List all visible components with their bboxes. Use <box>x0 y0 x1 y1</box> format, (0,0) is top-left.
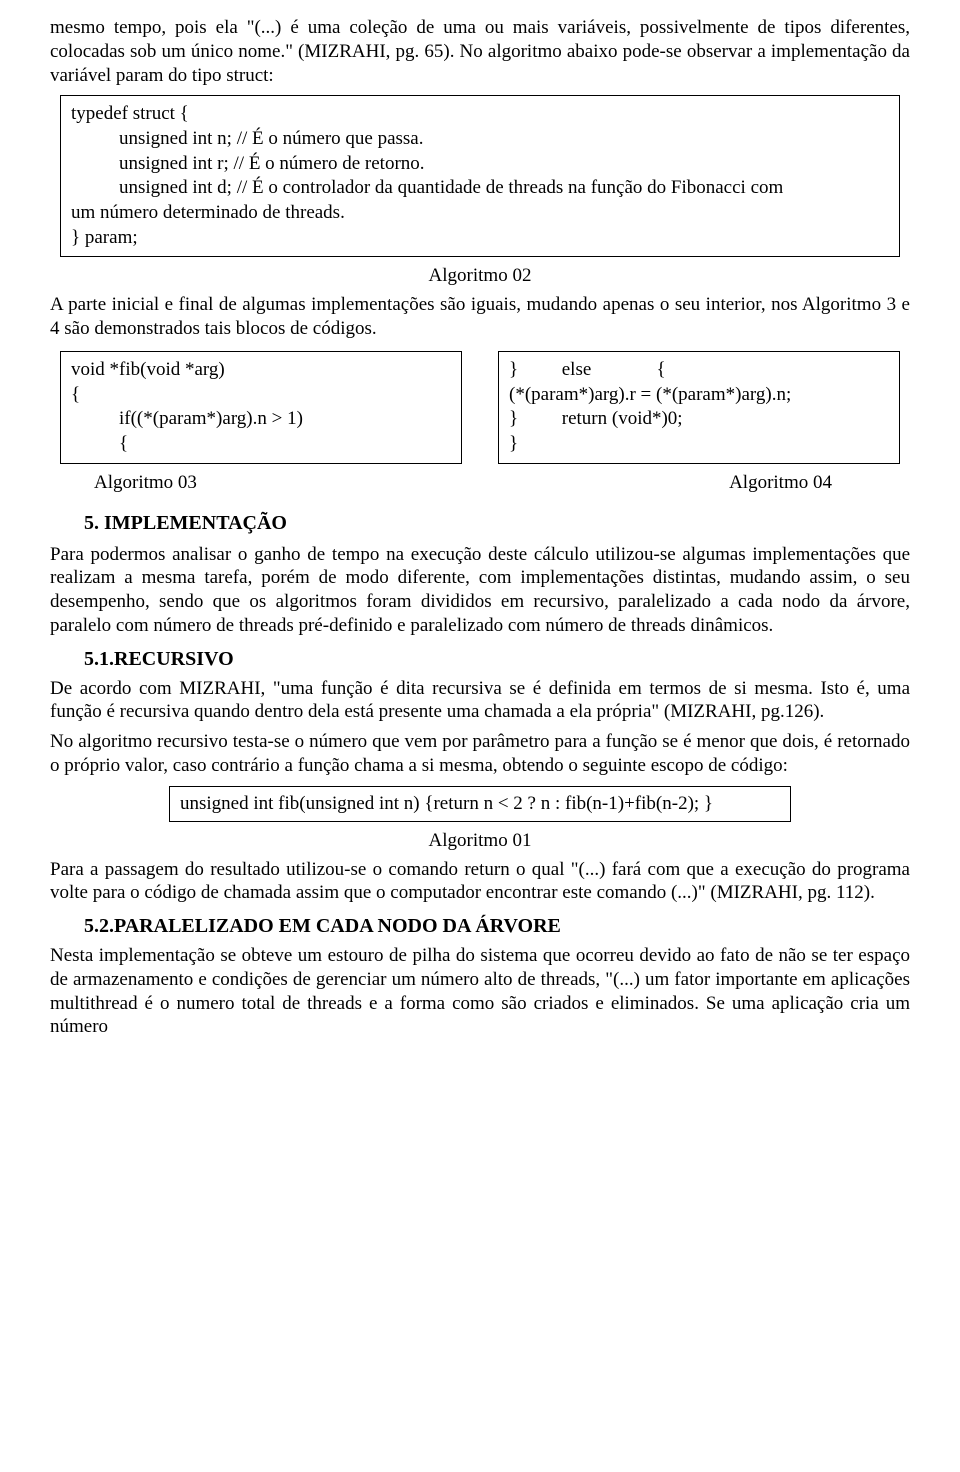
paragraph-5: No algoritmo recursivo testa-se o número… <box>50 730 910 778</box>
code-block-fib: unsigned int fib(unsigned int n) {return… <box>169 786 791 822</box>
code-token: else <box>562 358 652 383</box>
algorithm-label-04: Algoritmo 04 <box>498 472 900 494</box>
code-token: return (void*)0; <box>562 408 683 429</box>
paragraph-6: Para a passagem do resultado utilizou-se… <box>50 858 910 906</box>
right-column: } else { (*(param*)arg).r = (*(param*)ar… <box>498 351 900 494</box>
subsection-heading-51: 5.1.RECURSIVO <box>84 648 910 671</box>
algorithm-label-01: Algoritmo 01 <box>50 830 910 852</box>
code-line: void *fib(void *arg) <box>71 358 451 383</box>
algorithm-label-02: Algoritmo 02 <box>50 265 910 287</box>
code-line: { <box>71 383 451 408</box>
paragraph-3: Para podermos analisar o ganho de tempo … <box>50 543 910 638</box>
code-line: um número determinado de threads. <box>71 201 889 226</box>
two-column-code: void *fib(void *arg) { if((*(param*)arg)… <box>60 351 900 494</box>
code-line: { <box>71 432 451 457</box>
code-line: } param; <box>71 226 889 251</box>
code-line: if((*(param*)arg).n > 1) <box>71 407 451 432</box>
code-line: typedef struct { <box>71 102 889 127</box>
subsection-heading-52: 5.2.PARALELIZADO EM CADA NODO DA ÁRVORE <box>84 915 910 938</box>
code-block-right: } else { (*(param*)arg).r = (*(param*)ar… <box>498 351 900 464</box>
left-column: void *fib(void *arg) { if((*(param*)arg)… <box>60 351 462 494</box>
paragraph-intro: mesmo tempo, pois ela "(...) é uma coleç… <box>50 16 910 87</box>
code-line: } else { <box>509 358 889 383</box>
code-line: unsigned int n; // É o número que passa. <box>71 127 889 152</box>
code-block-struct: typedef struct { unsigned int n; // É o … <box>60 95 900 257</box>
code-token: { <box>657 359 666 380</box>
section-heading-5: 5. IMPLEMENTAÇÃO <box>84 512 910 535</box>
algorithm-label-03: Algoritmo 03 <box>94 472 462 494</box>
code-block-left: void *fib(void *arg) { if((*(param*)arg)… <box>60 351 462 464</box>
code-line: unsigned int r; // É o número de retorno… <box>71 152 889 177</box>
paragraph-7: Nesta implementação se obteve um estouro… <box>50 944 910 1039</box>
code-token: } <box>509 358 557 383</box>
document-page: mesmo tempo, pois ela "(...) é uma coleç… <box>50 0 910 1065</box>
code-line: } return (void*)0; <box>509 407 889 432</box>
code-token: } <box>509 407 557 432</box>
code-line: } <box>509 432 889 457</box>
code-line: unsigned int d; // É o controlador da qu… <box>71 176 889 201</box>
paragraph-4: De acordo com MIZRAHI, "uma função é dit… <box>50 677 910 725</box>
code-line: unsigned int fib(unsigned int n) {return… <box>180 793 713 814</box>
code-line: (*(param*)arg).r = (*(param*)arg).n; <box>509 383 889 408</box>
paragraph-2: A parte inicial e final de algumas imple… <box>50 293 910 341</box>
